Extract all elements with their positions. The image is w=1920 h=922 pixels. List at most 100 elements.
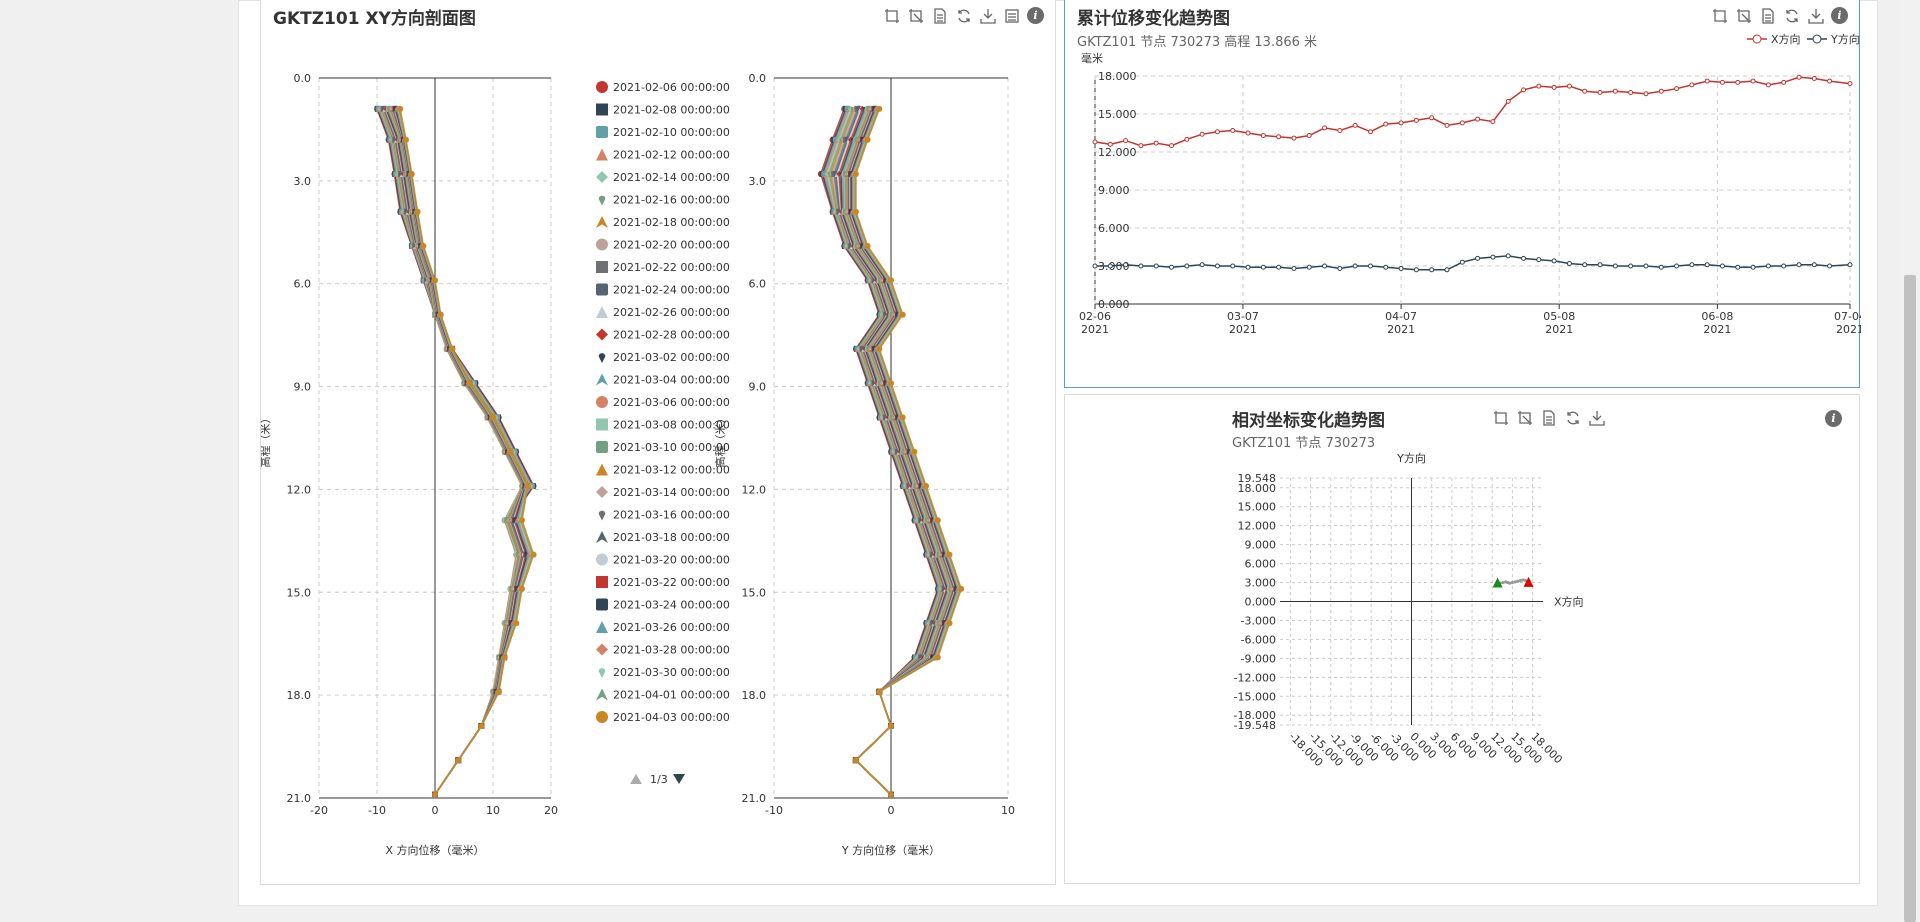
info-icon[interactable]: i (1027, 7, 1044, 24)
coord-panel: 相对坐标变化趋势图 GKTZ101 节点 730273 i 19.548 18.0… (1064, 394, 1860, 884)
list-icon[interactable] (1003, 7, 1021, 25)
trend-series-point (1230, 263, 1236, 269)
trend-series-point (1413, 267, 1419, 273)
data-view-icon[interactable] (931, 7, 949, 25)
trend-series-point (1429, 115, 1435, 121)
download-icon[interactable] (979, 7, 997, 25)
zoom-reset-icon[interactable] (907, 7, 925, 25)
coord-y-tick-label: 9.000 (1245, 539, 1277, 552)
legend-item-label: 2021-03-22 00:00:00 (613, 576, 730, 589)
legend-next-icon (673, 774, 685, 784)
y-profile-series-point (934, 517, 941, 524)
trend-series-point (1658, 88, 1664, 94)
trend-series-point (1291, 135, 1297, 141)
trend-series-point (1444, 122, 1450, 128)
legend-item-label: 2021-03-10 00:00:00 (613, 441, 730, 454)
trend-series-point (1214, 263, 1220, 269)
y-profile-y-tick-label: 0.0 (749, 72, 767, 85)
legend-item-marker (596, 283, 608, 296)
legend-prev-icon (630, 774, 642, 784)
x-profile-series-point (432, 791, 438, 798)
legend-item-marker (596, 216, 608, 228)
trend-series-point (1107, 263, 1113, 269)
legend-item-label: 2021-04-03 00:00:00 (613, 711, 730, 724)
trend-series-point (1521, 87, 1527, 93)
trend-series-point (1153, 263, 1159, 269)
trend-y-tick-label: 12.000 (1098, 146, 1137, 159)
trend-series-point (1521, 255, 1527, 261)
y-profile-series-point (899, 414, 906, 421)
trend-series-point (1276, 264, 1282, 270)
trend-series-point (1322, 125, 1328, 131)
data-view-icon[interactable] (1759, 7, 1777, 25)
legend-item-label: 2021-04-01 00:00:00 (613, 689, 730, 702)
legend-item-marker (596, 621, 608, 633)
refresh-icon[interactable] (1783, 7, 1801, 25)
coord-point (1510, 580, 1515, 585)
scrollbar-thumb[interactable] (1904, 275, 1916, 922)
data-view-icon[interactable] (1540, 409, 1558, 427)
legend-item-marker (596, 553, 608, 566)
legend-item-label: 2021-03-14 00:00:00 (613, 486, 730, 499)
x-profile-y-tick-label: 6.0 (294, 278, 312, 291)
y-profile-series-point (934, 654, 941, 661)
profile-chart: -20 -10 0 10 20 0.0 3.0 6.0 9.0 12.0 15.0 18.0 21.0 X… (261, 72, 1015, 857)
zoom-area-icon[interactable] (1492, 409, 1510, 427)
trend-series-point (1352, 263, 1358, 269)
x-profile-y-tick-label: 9.0 (294, 381, 312, 394)
trend-series-point (1643, 263, 1649, 269)
legend-item-marker (598, 510, 606, 521)
download-icon[interactable] (1588, 409, 1606, 427)
zoom-area-icon[interactable] (1711, 7, 1729, 25)
trend-series-point (1719, 79, 1725, 85)
legend-item-label: 2021-03-04 00:00:00 (613, 374, 730, 387)
y-profile-series-point (876, 345, 883, 352)
trend-series-point (1490, 119, 1496, 125)
trend-series-line (1094, 76, 1851, 147)
legend-item-label: 2021-02-14 00:00:00 (613, 171, 730, 184)
bottom-bar (0, 906, 1900, 922)
trend-series-point (1367, 263, 1373, 269)
legend-item-marker (596, 688, 608, 701)
trend-series-point (1735, 79, 1741, 85)
trend-series-point (1582, 88, 1588, 94)
zoom-area-icon[interactable] (883, 7, 901, 25)
x-profile-series-point (403, 136, 409, 143)
trend-series-point (1735, 264, 1741, 270)
y-profile-x-tick-label: -10 (765, 804, 783, 817)
info-icon[interactable]: i (1831, 7, 1848, 24)
coord-point (1508, 581, 1512, 585)
download-icon[interactable] (1807, 7, 1825, 25)
trend-legend-y-marker (1812, 34, 1822, 44)
trend-series-point (1612, 263, 1618, 269)
x-profile-series-point (530, 551, 537, 558)
trend-series-point (1260, 133, 1266, 139)
trend-series-point (1827, 263, 1833, 269)
trend-series-point (1658, 264, 1664, 270)
y-profile-series-point (946, 551, 953, 558)
trend-x-tick-year: 2021 (1387, 323, 1415, 336)
refresh-icon[interactable] (1564, 409, 1582, 427)
legend-item-marker (596, 531, 608, 543)
info-icon[interactable]: i (1825, 410, 1842, 427)
trend-legend-x-marker (1752, 34, 1762, 44)
trend-x-tick-year: 2021 (1229, 323, 1257, 336)
coord-y-tick-label: 19.548 (1238, 472, 1277, 485)
coord-point (1518, 579, 1523, 583)
trend-series-point (1811, 76, 1817, 82)
legend-item-marker (596, 81, 608, 93)
coord-y-tick-label: -6.000 (1241, 633, 1276, 646)
legend-item-label: 2021-02-20 00:00:00 (613, 239, 730, 252)
x-profile-series-point (501, 654, 508, 661)
profile-panel-title: GKTZ101 XY方向剖面图 (273, 9, 476, 29)
legend-item-label: 2021-03-18 00:00:00 (613, 531, 730, 544)
y-profile-y-tick-label: 9.0 (749, 381, 767, 394)
trend-series-point (1199, 131, 1205, 137)
scrollbar[interactable] (1900, 0, 1920, 922)
trend-series-point (1214, 129, 1220, 135)
zoom-reset-icon[interactable] (1516, 409, 1534, 427)
trend-panel-title: 累计位移变化趋势图 (1077, 9, 1230, 29)
zoom-reset-icon[interactable] (1735, 7, 1753, 25)
trend-x-tick-label: 05-08 (1543, 310, 1575, 323)
refresh-icon[interactable] (955, 7, 973, 25)
